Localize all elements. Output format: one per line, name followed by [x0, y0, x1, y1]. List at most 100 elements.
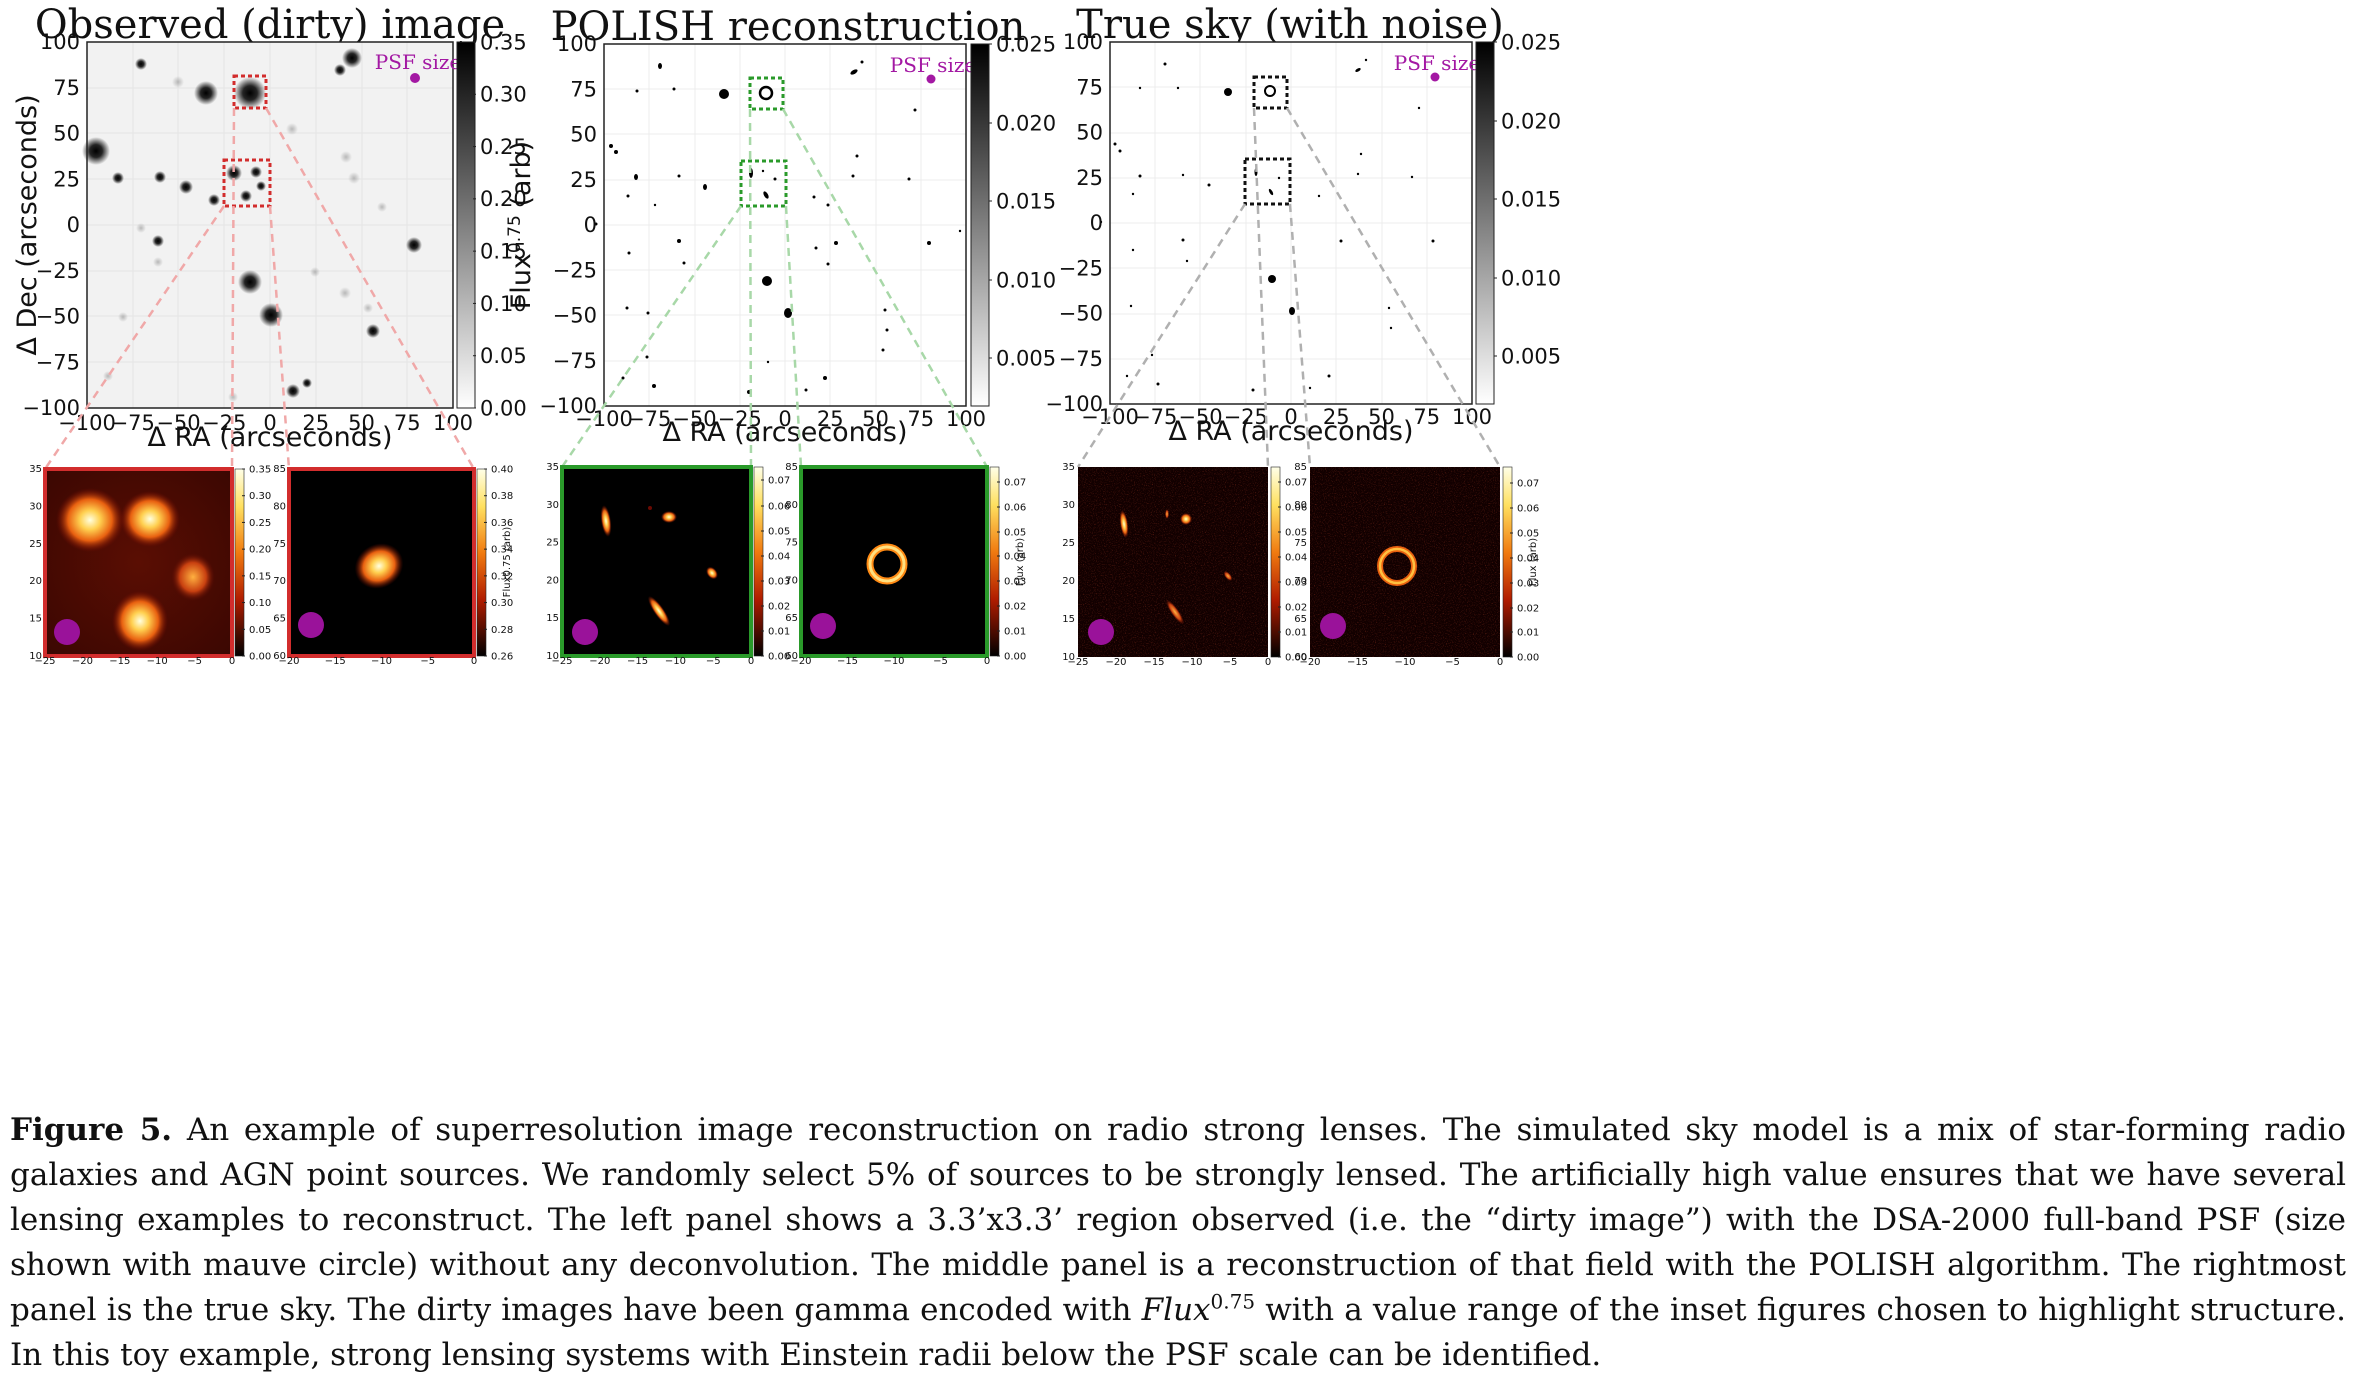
x-tick-label: 25 — [1323, 405, 1350, 429]
colorbar-tick-label: 0.00 — [480, 396, 527, 420]
inset-colorbar — [476, 468, 487, 657]
inset-x-tick-label: −15 — [627, 656, 648, 667]
colorbar-tick-label: 0.30 — [480, 83, 527, 107]
inset-colorbar-label: Flux0.75 (arb) — [502, 527, 513, 598]
inset-frame — [287, 467, 476, 658]
caption-exponent: 0.75 — [1210, 1289, 1256, 1314]
colorbar-tick-label: 0.35 — [249, 465, 271, 476]
colorbar — [1475, 41, 1495, 405]
colorbar-tick-label: 0.03 — [1004, 577, 1026, 588]
colorbar-tick-label: 0.015 — [996, 189, 1056, 213]
y-tick-label: 100 — [40, 30, 80, 54]
inset-true-lower: 0.07 0.06 0.05 0.04 0.03 0.02 0.01 0.00 −25 −20 −… — [1062, 462, 1307, 668]
inset-y-tick-label: 85 — [1294, 462, 1307, 473]
inset-x-tick-label: −15 — [1143, 657, 1164, 668]
inset-x-tick-label: −5 — [420, 656, 435, 667]
inset-x-tick-label: −20 — [589, 656, 610, 667]
panel-title: True sky (with noise) — [1076, 2, 1504, 48]
x-tick-label: −75 — [111, 411, 155, 435]
inset-x-tick-label: 0 — [229, 656, 235, 667]
x-tick-label: 50 — [862, 407, 889, 431]
x-tick-label: 25 — [817, 407, 844, 431]
inset-y-tick-label: 60 — [273, 651, 286, 662]
colorbar-tick-label: 0.07 — [1004, 478, 1026, 489]
x-tick-label: 100 — [946, 407, 986, 431]
caption-label: Figure 5. — [10, 1112, 173, 1148]
x-tick-label: 75 — [394, 411, 421, 435]
inset-x-tick-label: −20 — [1299, 657, 1320, 668]
colorbar-tick-label: 0.020 — [1501, 109, 1561, 133]
y-tick-label: −25 — [553, 258, 597, 282]
colorbar-tick-label: 0.06 — [1517, 504, 1539, 515]
inset-x-tick-label: −20 — [278, 656, 299, 667]
inset-colorbar — [234, 468, 245, 657]
inset-x-tick-label: 0 — [1497, 657, 1503, 668]
einstein-ring — [1264, 85, 1276, 97]
colorbar-tick-label: 0.36 — [491, 518, 513, 529]
inset-y-tick-label: 65 — [785, 613, 798, 624]
x-tick-label: −50 — [156, 411, 200, 435]
inset-x-tick-label: −10 — [883, 656, 904, 667]
colorbar-tick-label: 0.30 — [249, 491, 271, 502]
colorbar-tick-label: 0.025 — [1501, 30, 1561, 54]
colorbar-tick-label: 0.05 — [1285, 528, 1307, 539]
y-tick-label: −50 — [36, 305, 80, 329]
source-dots — [594, 60, 962, 394]
colorbar-tick-label: 0.025 — [996, 32, 1056, 56]
y-tick-label: −75 — [36, 350, 80, 374]
colorbar-tick-label: 0.30 — [491, 598, 513, 609]
zoom-box-upper — [748, 76, 785, 111]
x-tick-label: 50 — [1368, 405, 1395, 429]
colorbar-tick-label: 0.00 — [1285, 653, 1307, 664]
y-tick-label: −50 — [553, 304, 597, 328]
colorbar-tick-label: 0.10 — [249, 598, 271, 609]
inset-frame — [560, 465, 753, 658]
inset-x-tick-label: −20 — [1105, 657, 1126, 668]
inset-y-tick-label: 10 — [1062, 652, 1075, 663]
inset-y-tick-label: 10 — [546, 651, 559, 662]
y-tick-label: −75 — [1059, 347, 1103, 371]
inset-colorbar — [1502, 466, 1513, 658]
inset-x-tick-label: 0 — [984, 656, 990, 667]
inset-y-tick-label: 20 — [546, 575, 559, 586]
grid-lines — [604, 44, 966, 406]
x-tick-label: −25 — [1224, 405, 1268, 429]
inset-x-tick-label: −10 — [371, 656, 392, 667]
colorbar-tick-label: 0.01 — [1517, 628, 1539, 639]
y-tick-label: 25 — [570, 168, 597, 192]
colorbar-exponent: 0.75 — [505, 215, 525, 253]
zoom-box-upper — [232, 74, 268, 110]
colorbar-tick-label: 0.35 — [480, 30, 527, 54]
inset-y-tick-label: 70 — [273, 576, 286, 587]
inset-x-tick-label: −20 — [790, 656, 811, 667]
inset-x-tick-label: −15 — [837, 656, 858, 667]
axes-frame — [1109, 41, 1473, 405]
psf-circle — [810, 613, 836, 639]
psf-circle — [410, 73, 420, 83]
inset-y-tick-label: 75 — [273, 539, 286, 550]
x-tick-label: 100 — [433, 411, 473, 435]
source-dots — [1099, 58, 1435, 392]
psf-circle — [926, 74, 936, 84]
y-tick-label: 100 — [557, 32, 597, 56]
y-tick-label: 50 — [53, 122, 80, 146]
y-tick-label: 75 — [53, 76, 80, 100]
x-axis-label: Δ RA (arcseconds) — [1168, 416, 1413, 447]
x-tick-label: 0 — [778, 407, 791, 431]
y-tick-label: 75 — [1076, 75, 1103, 99]
colorbar-tick-label: 0.07 — [768, 476, 790, 487]
inset-y-tick-label: 60 — [785, 651, 798, 662]
colorbar-tick-label: 0.04 — [1517, 554, 1539, 565]
x-tick-label: −50 — [1178, 405, 1222, 429]
x-tick-label: −75 — [627, 407, 671, 431]
axes-frame — [86, 41, 454, 409]
inset-polish-upper: 0.07 0.06 0.05 0.04 0.03 0.02 0.01 0.00 Flux (a… — [785, 462, 1026, 667]
x-tick-label: −25 — [718, 407, 762, 431]
inset-x-tick-label: −15 — [109, 656, 130, 667]
inset-x-tick-label: 0 — [471, 656, 477, 667]
inset-x-tick-label: −5 — [1445, 657, 1460, 668]
colorbar-tick-label: 0.05 — [249, 625, 271, 636]
caption-text: An example of superresolution image reco… — [10, 1112, 2347, 1328]
x-tick-label: 0 — [263, 411, 276, 435]
zoom-box-lower — [1243, 157, 1292, 206]
